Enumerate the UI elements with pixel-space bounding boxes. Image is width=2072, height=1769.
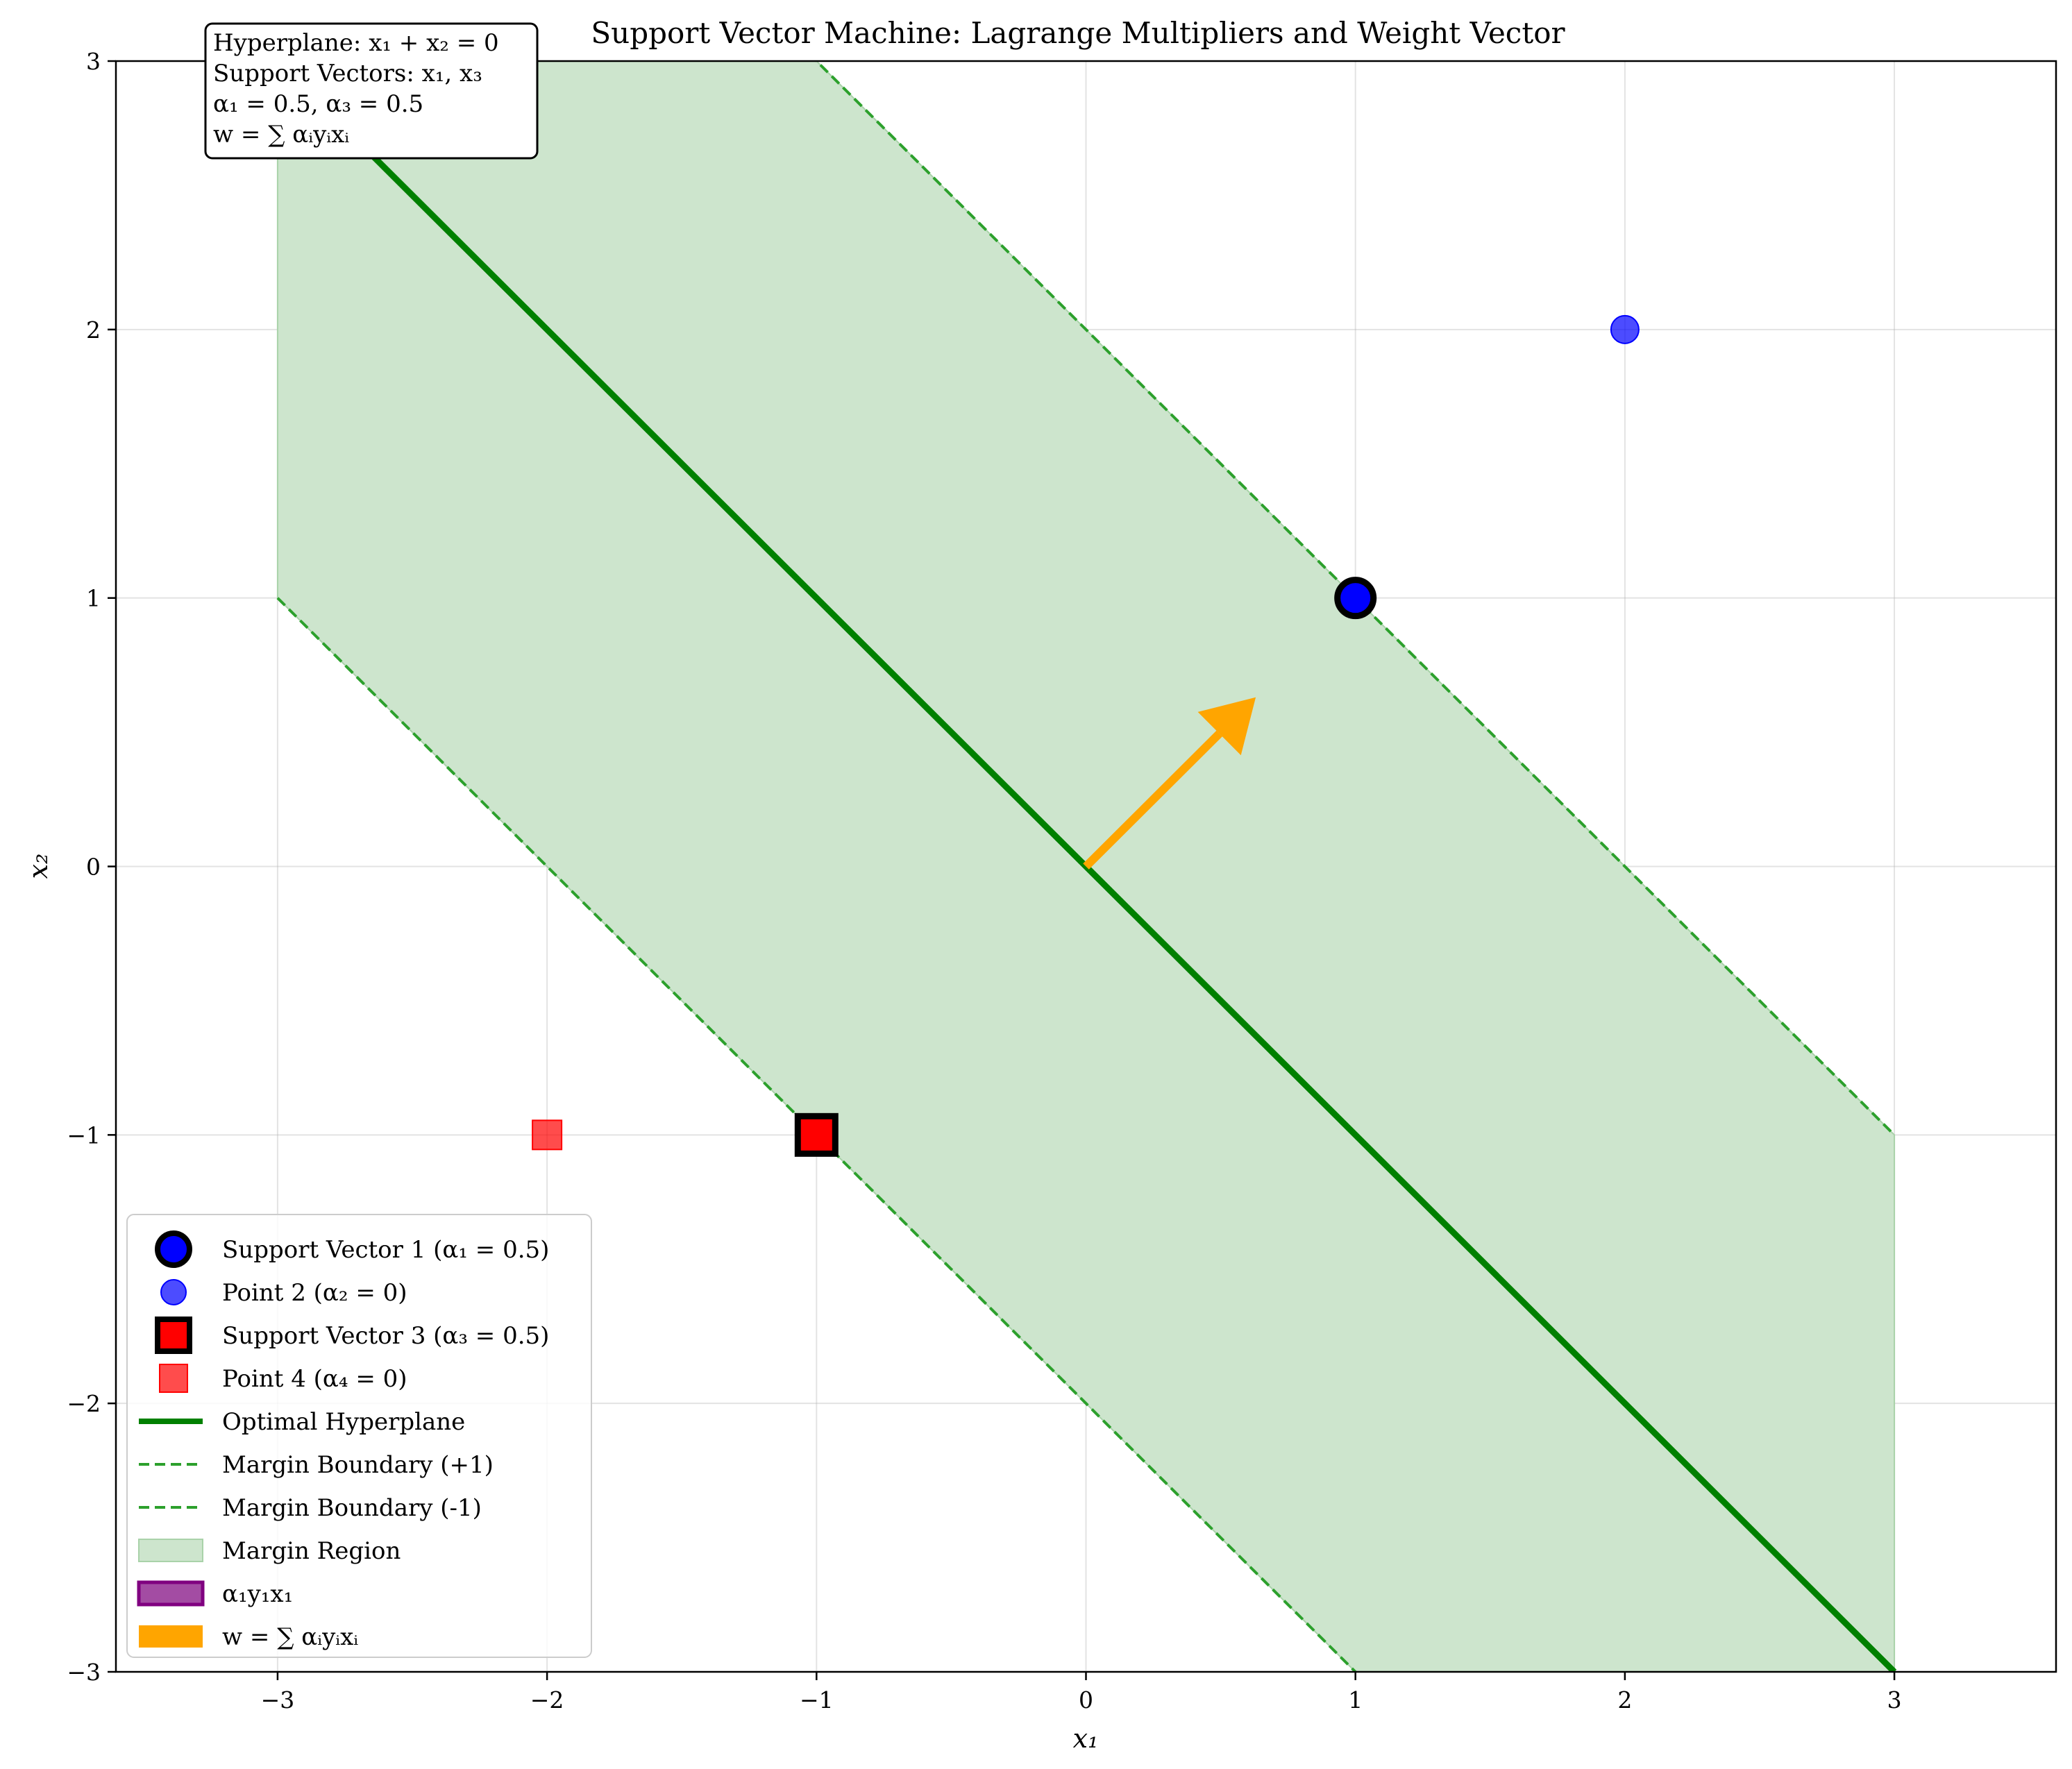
x-tick-label-3: 0: [1079, 1686, 1093, 1713]
legend-marker-support-vector-3: [155, 1317, 192, 1354]
data-point-1: [1334, 577, 1377, 620]
legend-label-point-4: Point 4 (α₄ = 0): [222, 1365, 407, 1393]
weight-vector-shaft: [1083, 730, 1222, 870]
x-tick-label-6: 3: [1887, 1686, 1902, 1713]
legend-label-margin-minus: Margin Boundary (-1): [222, 1494, 482, 1522]
axis-ticks: −3 −2 −1 0 1 2 3 −3 −2 −1 0 1 2 3: [67, 48, 1901, 1713]
info-line-hyperplane: Hyperplane: x₁ + x₂ = 0: [213, 29, 499, 57]
y-tick-label-4: 1: [86, 585, 101, 612]
legend: Support Vector 1 (α₁ = 0.5) Point 2 (α₂ …: [126, 1214, 592, 1658]
legend-label-weight-vector: w = ∑ αᵢyᵢxᵢ: [222, 1623, 358, 1651]
legend-marker-point-4: [159, 1364, 188, 1393]
x-tick-label-4: 1: [1348, 1686, 1363, 1713]
y-tick-label-3: 0: [86, 854, 101, 881]
legend-marker-support-vector-1: [155, 1230, 192, 1268]
y-tick-label-0: −3: [67, 1659, 101, 1686]
legend-marker-point-2: [160, 1279, 187, 1305]
data-points: [532, 314, 1640, 1157]
legend-patch-margin-region: [138, 1539, 203, 1562]
y-tick-label-5: 2: [86, 316, 101, 344]
legend-label-margin-region: Margin Region: [222, 1537, 401, 1565]
info-line-alphas: α₁ = 0.5, α₃ = 0.5: [213, 90, 423, 118]
x-tick-label-0: −3: [261, 1686, 295, 1713]
margin-boundary-minus: [276, 597, 1358, 1672]
legend-label-point-2: Point 2 (α₂ = 0): [222, 1279, 407, 1307]
info-line-support-vectors: Support Vectors: x₁, x₃: [213, 60, 482, 87]
data-point-3: [794, 1112, 839, 1157]
x-axis-label: x₁: [1073, 1723, 1099, 1754]
chart-title: Support Vector Machine: Lagrange Multipl…: [591, 16, 1565, 50]
y-axis-label: x₂: [23, 854, 53, 879]
x-tick-label-1: −2: [530, 1686, 564, 1713]
legend-label-support-vector-3: Support Vector 3 (α₃ = 0.5): [222, 1322, 549, 1350]
legend-patch-weight-vector: [139, 1625, 203, 1648]
info-box: Hyperplane: x₁ + x₂ = 0 Support Vectors:…: [204, 22, 539, 160]
weight-vector-head: [1197, 697, 1256, 756]
legend-label-support-vector-1: Support Vector 1 (α₁ = 0.5): [222, 1236, 549, 1264]
info-line-weight-formula: w = ∑ αᵢyᵢxᵢ: [213, 121, 349, 149]
y-tick-label-2: −1: [67, 1122, 101, 1149]
x-tick-label-2: −1: [800, 1686, 834, 1713]
legend-label-alpha-vector: α₁y₁x₁: [222, 1580, 293, 1608]
legend-patch-alpha-vector: [137, 1580, 205, 1607]
data-point-4: [532, 1119, 563, 1151]
legend-label-hyperplane: Optimal Hyperplane: [222, 1408, 465, 1436]
data-point-2: [1610, 314, 1640, 344]
margin-boundary-plus: [814, 61, 1896, 1136]
legend-label-margin-plus: Margin Boundary (+1): [222, 1451, 494, 1479]
info-box-frame: [204, 22, 539, 160]
legend-frame: [126, 1214, 592, 1658]
x-tick-label-5: 2: [1617, 1686, 1632, 1713]
y-tick-label-1: −2: [67, 1390, 101, 1417]
y-tick-label-6: 3: [86, 48, 101, 75]
